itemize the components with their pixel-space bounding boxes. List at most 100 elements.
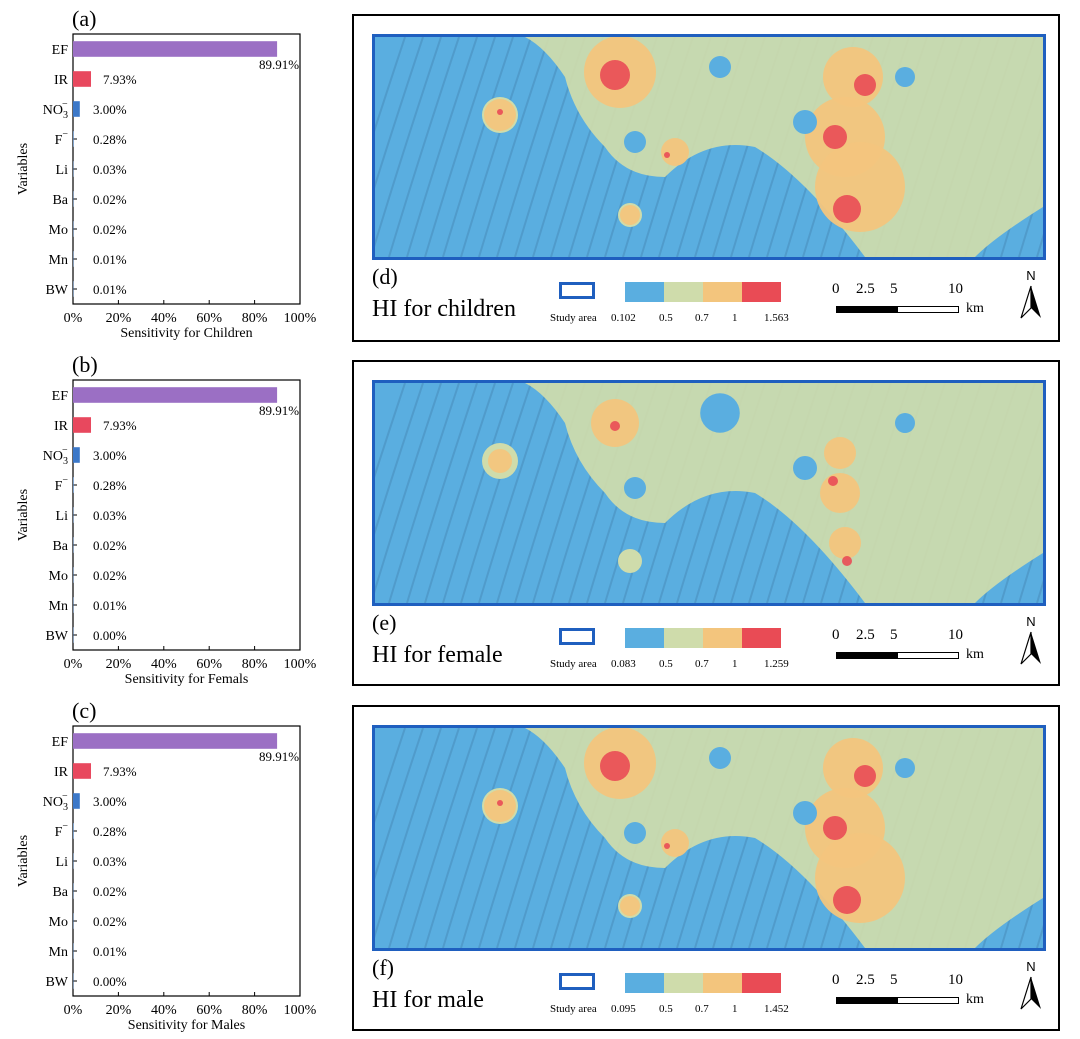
terrain-shade — [1018, 866, 1043, 948]
x-tick-label: 40% — [151, 1003, 177, 1018]
scale-bar — [836, 306, 959, 313]
x-tick-label: 100% — [284, 1003, 317, 1018]
north-arrow: N — [1019, 959, 1043, 1016]
data-label: 0.28% — [93, 132, 127, 147]
north-label: N — [1026, 959, 1035, 974]
category-label: Mn — [49, 253, 68, 268]
map-mid-zone — [618, 549, 642, 573]
terrain-shade — [375, 383, 424, 535]
legend-tick: 0.083 — [611, 658, 636, 670]
terrain-shade — [442, 37, 514, 257]
map-top-spot — [823, 125, 847, 149]
x-tick-label: 0% — [64, 311, 83, 326]
map-title: HI for male — [372, 987, 484, 1013]
legend-swatch — [742, 973, 781, 993]
map-high-zone — [820, 473, 860, 513]
north-arrow-icon: N — [1020, 268, 1041, 319]
data-label: 0.02% — [93, 884, 127, 899]
legend-swatch — [664, 628, 703, 648]
scale-tick: 5 — [890, 281, 898, 297]
bar-no3 — [73, 793, 80, 809]
x-tick-label: 20% — [106, 1003, 132, 1018]
category-label: Mn — [49, 599, 68, 614]
legend-tick: 0.5 — [659, 658, 673, 670]
bar-ir — [73, 417, 92, 433]
terrain-shade — [388, 383, 460, 603]
study-area-swatch — [559, 973, 595, 990]
category-label: Ba — [52, 539, 68, 554]
terrain-shade — [424, 728, 496, 948]
bar-ef — [73, 387, 278, 403]
category-label: Mo — [49, 223, 68, 238]
map-top-spot — [828, 476, 838, 486]
category-label: BW — [45, 283, 68, 298]
map-low-spot — [700, 393, 740, 433]
north-arrow-icon: N — [1020, 959, 1041, 1010]
terrain-shade — [388, 37, 460, 257]
category-label: NO3− — [43, 791, 68, 813]
data-label: 0.02% — [93, 568, 127, 583]
x-tick-label: 20% — [106, 311, 132, 326]
legend-swatch — [742, 282, 781, 302]
x-axis-label: Sensitivity for Femals — [125, 672, 249, 687]
map-high-zone — [488, 449, 512, 473]
terrain-shade — [460, 728, 532, 948]
data-label: 0.02% — [93, 222, 127, 237]
category-label: Li — [56, 163, 69, 178]
data-label: 3.00% — [93, 102, 127, 117]
category-label: Ba — [52, 885, 68, 900]
terrain-shade — [406, 383, 478, 603]
terrain-shade — [406, 728, 478, 948]
terrain-shade — [375, 37, 406, 132]
legend-tick: 1.452 — [764, 1003, 789, 1015]
map-top-spot — [833, 195, 861, 223]
sensitivity-chart-children: (a) Variables 0% 20% 40% 60% 80% 100% Sensitivit… — [0, 0, 330, 341]
terrain-shade — [496, 728, 568, 948]
x-tick-label: 40% — [151, 657, 177, 672]
map-low-spot — [793, 110, 817, 134]
hazard-index-map — [372, 380, 1046, 606]
map-title: HI for children — [372, 296, 516, 322]
category-label: Mo — [49, 569, 68, 584]
data-label: 7.93% — [103, 764, 137, 779]
map-top-spot — [497, 109, 503, 115]
hazard-index-map — [372, 725, 1046, 951]
map-svg — [375, 37, 1043, 257]
bar-ef — [73, 41, 278, 57]
scale-unit: km — [966, 992, 984, 1007]
data-label: 0.03% — [93, 854, 127, 869]
terrain-shade — [442, 728, 514, 948]
north-arrow-half — [1031, 286, 1041, 318]
north-arrow-half — [1020, 285, 1032, 319]
north-arrow-icon: N — [1020, 614, 1041, 665]
panel-letter: (e) — [372, 610, 397, 635]
bar-ef — [73, 733, 278, 749]
terrain-shade — [375, 728, 406, 823]
map-high-zone — [620, 896, 640, 916]
terrain-shade — [442, 383, 514, 603]
legend-tick: 1.563 — [764, 312, 789, 324]
map-mid-zone — [525, 37, 1043, 257]
map-top-spot — [854, 765, 876, 787]
map-low-spot — [793, 801, 817, 825]
study-area-label: Study area — [550, 312, 597, 324]
x-tick-label: 60% — [196, 1003, 222, 1018]
legend-tick: 0.5 — [659, 1003, 673, 1015]
legend-swatch — [664, 282, 703, 302]
data-label: 0.01% — [93, 252, 127, 267]
map-top-spot — [842, 556, 852, 566]
scale-bar — [836, 997, 959, 1004]
category-label: IR — [54, 765, 69, 780]
scale-unit: km — [966, 301, 984, 316]
data-label: 3.00% — [93, 448, 127, 463]
map-top-spot — [823, 816, 847, 840]
legend-tick: 0.7 — [695, 1003, 709, 1015]
category-label: IR — [54, 73, 69, 88]
map-top-spot — [600, 751, 630, 781]
data-label: 7.93% — [103, 418, 137, 433]
terrain-shade — [375, 728, 424, 880]
map-low-spot — [624, 822, 646, 844]
color-legend — [625, 628, 781, 648]
chart-svg: (c) Variables 0% 20% 40% 60% 80% 100% Sensitivit… — [16, 698, 317, 1033]
x-tick-label: 80% — [242, 1003, 268, 1018]
